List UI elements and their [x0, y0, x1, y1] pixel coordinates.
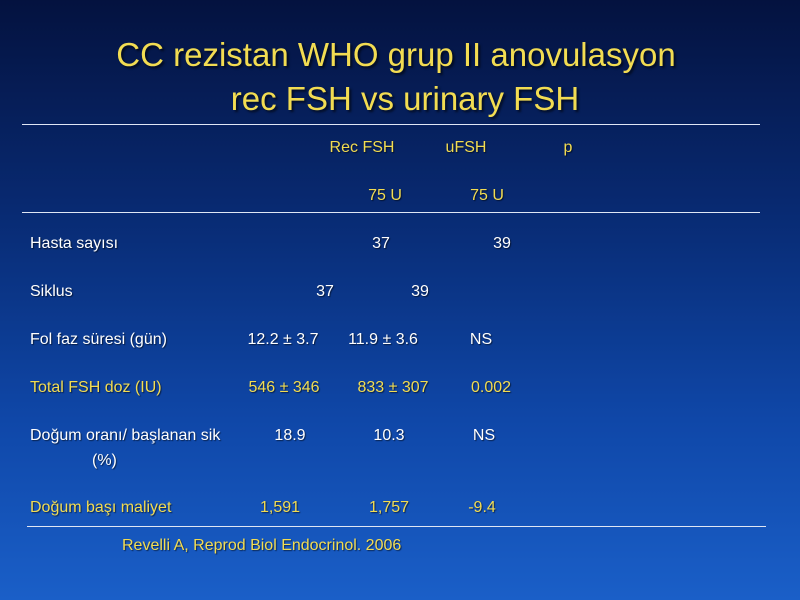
- slide-title-line-2: rec FSH vs urinary FSH: [230, 80, 580, 117]
- row-label: Doğum başı maliyet: [30, 499, 172, 516]
- row-value-rec: 546 ± 346: [248, 379, 320, 396]
- row-value-ufsh: 11.9 ± 3.6: [348, 331, 418, 348]
- header-dose-rec: 75 U: [368, 187, 402, 204]
- header-rule: [22, 212, 760, 213]
- row-label: Doğum oranı/ başlanan sik: [30, 427, 221, 444]
- row-label: Total FSH doz (IU): [30, 379, 162, 396]
- row-value-rec: 37: [316, 283, 334, 300]
- row-value-ufsh: 833 ± 307: [357, 379, 429, 396]
- header-rec-fsh: Rec FSH: [329, 139, 395, 156]
- row-value-rec: 37: [372, 235, 390, 252]
- row-value-rec: 12.2 ± 3.7: [247, 331, 319, 348]
- header-ufsh: uFSH: [445, 139, 487, 156]
- row-p-value: 0.002: [470, 379, 512, 396]
- row-p-value: NS: [472, 427, 496, 444]
- citation: Revelli A, Reprod Biol Endocrinol. 2006: [122, 537, 402, 554]
- slide-title-line-1: CC rezistan WHO grup II anovulasyon: [116, 36, 676, 73]
- row-value-ufsh: 39: [493, 235, 511, 252]
- table-top-rule: [22, 124, 760, 125]
- row-label-continued: (%): [92, 452, 117, 469]
- row-value-rec: 18.9: [274, 427, 306, 444]
- row-label: Siklus: [30, 283, 73, 300]
- row-value-ufsh: 10.3: [373, 427, 405, 444]
- row-label: Fol faz süresi (gün): [30, 331, 167, 348]
- row-label: Hasta sayısı: [30, 235, 119, 252]
- row-p-value: -9.4: [468, 499, 496, 516]
- table-bottom-rule: [27, 526, 766, 527]
- row-p-value: NS: [469, 331, 493, 348]
- row-value-ufsh: 39: [411, 283, 429, 300]
- row-value-ufsh: 1,757: [368, 499, 410, 516]
- header-p: p: [563, 139, 573, 156]
- header-dose-ufsh: 75 U: [470, 187, 504, 204]
- row-value-rec: 1,591: [259, 499, 301, 516]
